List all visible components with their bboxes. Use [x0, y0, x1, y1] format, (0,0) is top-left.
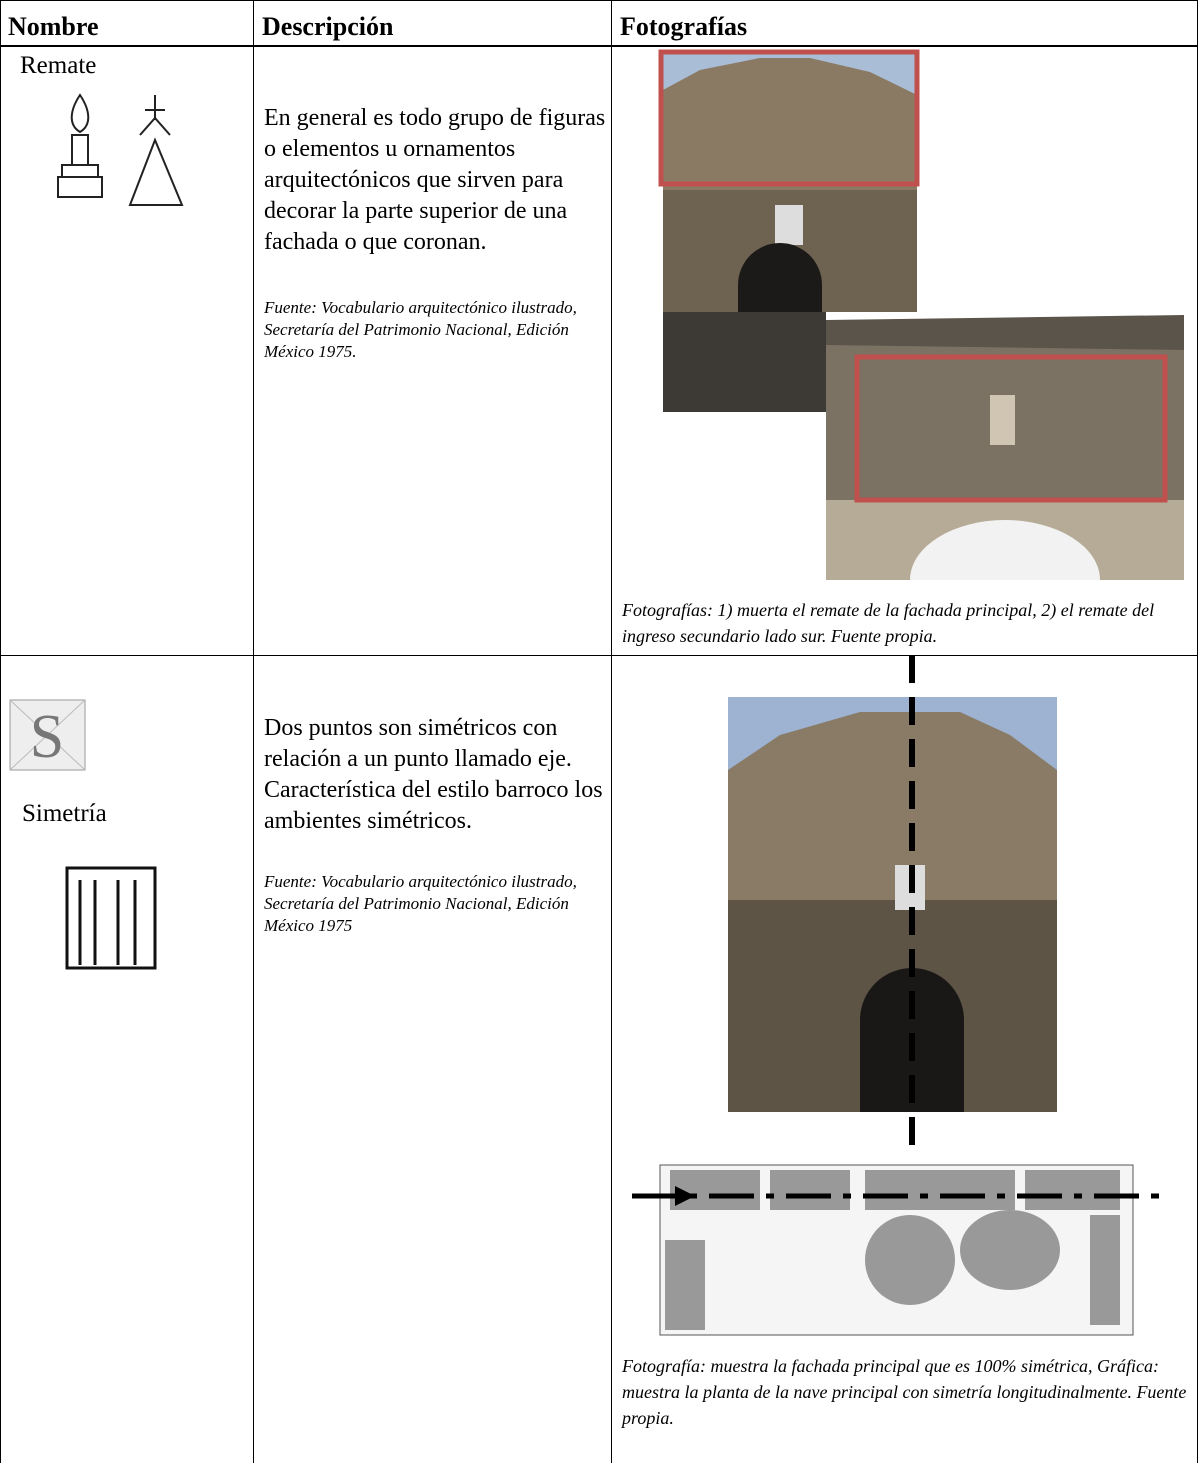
term: Simetría — [22, 800, 107, 827]
facade-photo — [658, 49, 920, 412]
symmetry-icon: S — [9, 699, 86, 771]
svg-text:S: S — [30, 703, 64, 771]
border — [0, 655, 1198, 656]
description: En general es todo grupo de figuras o el… — [264, 105, 606, 255]
source: Fuente: Vocabulario arquitectónico ilust… — [264, 298, 577, 361]
source: Fuente: Vocabulario arquitectónico ilust… — [264, 872, 577, 935]
column-icon — [65, 866, 157, 970]
finial-icon — [57, 93, 184, 206]
term: Remate — [20, 52, 97, 79]
border — [0, 45, 1198, 47]
caption: Fotografía: muestra la fachada principal… — [622, 1356, 1187, 1428]
header: Fotografías — [620, 12, 748, 41]
border — [253, 0, 254, 1463]
floor-plan — [632, 1164, 1162, 1336]
caption: Fotografías: 1) muerta el remate de la f… — [622, 600, 1155, 646]
border — [0, 0, 1198, 1]
header: Descripción — [262, 12, 394, 41]
entrance-photo — [826, 312, 1184, 580]
border — [0, 0, 1, 1463]
description: Dos puntos son simétricos con relación a… — [264, 715, 603, 834]
symmetry-photo — [728, 655, 1057, 1150]
border — [611, 0, 612, 1463]
header: Nombre — [8, 12, 99, 41]
